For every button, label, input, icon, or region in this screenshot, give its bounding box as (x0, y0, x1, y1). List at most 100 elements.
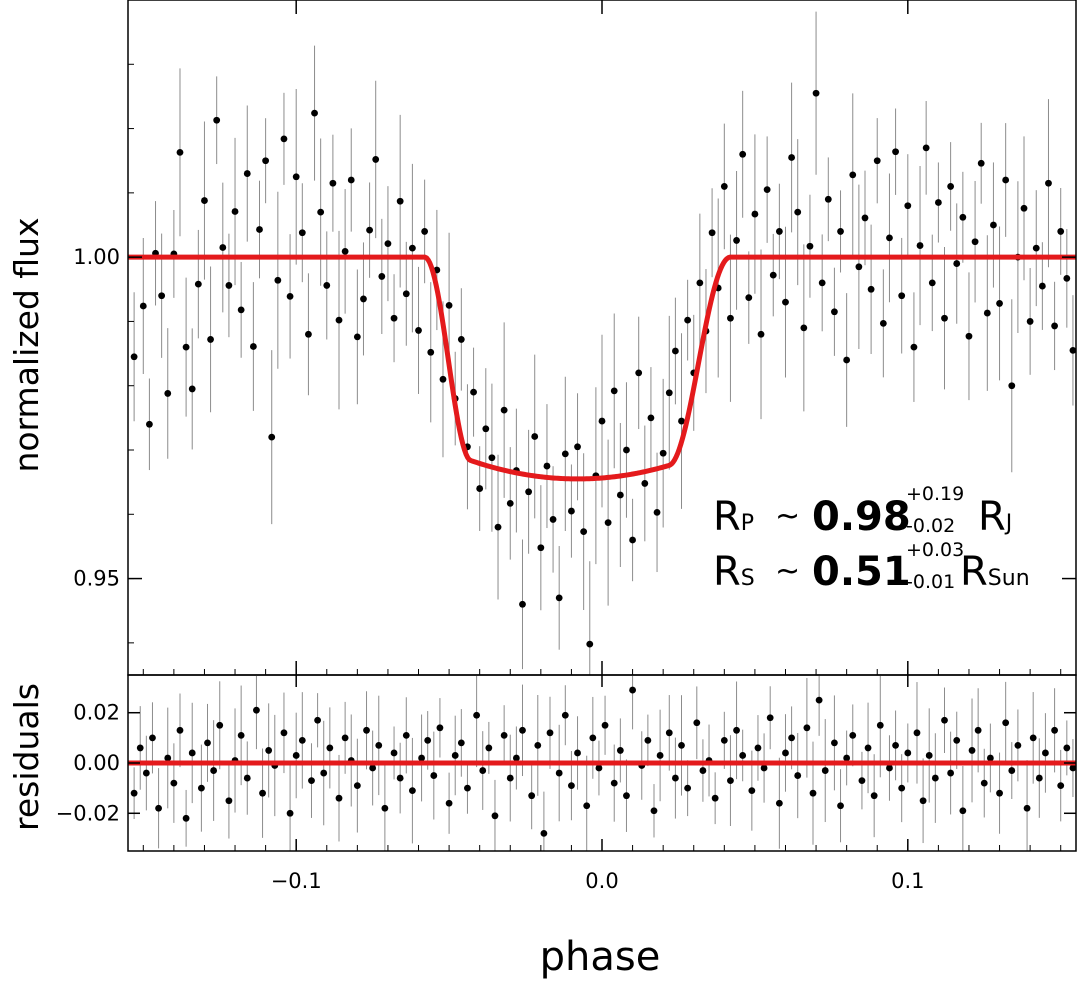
main-data-point (488, 454, 496, 462)
main-y-tick-label: 0.95 (73, 567, 120, 591)
residual-data-point (782, 749, 789, 757)
main-data-point (696, 279, 704, 287)
main-data-point (243, 170, 251, 177)
main-data-point (378, 273, 386, 280)
residual-data-point (595, 764, 603, 772)
main-data-point (347, 176, 355, 184)
star-radius-annotation: RS ~ 0.51 +0.03 -0.01 RSun (713, 539, 1030, 595)
y-axis-label-flux: normalized flux (7, 217, 46, 472)
residual-data-point (601, 721, 609, 729)
main-data-point (965, 332, 973, 340)
residual-data-point (678, 742, 685, 749)
planet-radius-annotation: RP ~ 0.98 +0.19 -0.02 RJ (713, 483, 1012, 540)
main-data-point (1057, 228, 1065, 235)
residual-data-point (1008, 767, 1016, 774)
main-data-point (763, 186, 771, 194)
main-data-point (665, 389, 673, 397)
residual-data-point (815, 696, 823, 704)
residual-data-point (464, 784, 471, 792)
residual-data-point (216, 721, 224, 729)
residual-data-point (528, 792, 536, 800)
main-data-point (953, 260, 961, 267)
main-data-point (360, 295, 367, 303)
residual-data-point (754, 744, 762, 752)
main-data-point (879, 319, 887, 327)
main-data-point (1008, 382, 1016, 390)
rp-approx: ~ (775, 499, 800, 534)
main-data-point (941, 314, 948, 322)
residual-data-point (1023, 804, 1031, 812)
rp-sub: P (741, 511, 754, 536)
main-data-point (543, 462, 551, 470)
residual-y-tick-labels: −0.02 0.00 0.02 (56, 701, 120, 826)
main-data-point (561, 450, 569, 458)
main-data-point (519, 600, 526, 608)
main-data-point (837, 228, 844, 235)
main-data-point (445, 301, 453, 309)
residual-data-point (473, 711, 481, 719)
residual-data-point (727, 777, 734, 784)
residual-data-point (540, 830, 548, 837)
main-data-point (745, 294, 753, 302)
residual-data-point (711, 794, 719, 802)
main-data-point (739, 150, 747, 158)
residual-data-point (149, 734, 156, 742)
residual-data-point (644, 736, 652, 744)
residual-data-point (739, 752, 747, 759)
residual-data-point (436, 724, 444, 732)
residual-data-point (1035, 774, 1043, 782)
main-data-point (568, 507, 575, 515)
residual-data-point (363, 726, 370, 734)
residual-data-point (506, 774, 514, 782)
main-data-point (757, 330, 765, 338)
residual-data-point (500, 731, 508, 739)
residual-data-point (574, 749, 581, 757)
svg-text:RS: RS (713, 549, 755, 595)
residual-data-point (925, 752, 933, 759)
main-data-point (818, 279, 826, 287)
rs-minus-error: -0.01 (906, 571, 955, 593)
residual-data-point (693, 719, 701, 727)
residual-data-point (760, 764, 768, 772)
main-data-point (604, 519, 612, 527)
main-data-point (207, 336, 214, 343)
residual-data-point (396, 774, 404, 782)
rp-unit: R (978, 494, 1006, 540)
x-tick-label: 0.1 (891, 869, 924, 893)
residual-data-point (253, 706, 260, 714)
main-data-point (470, 388, 477, 396)
residual-data-point (308, 777, 315, 784)
main-data-point (390, 314, 398, 322)
transit-model-curve (127, 254, 1077, 482)
residual-data-point (1057, 782, 1065, 790)
main-ticks (128, 0, 1076, 675)
residual-data-point (546, 729, 554, 737)
main-data-point (439, 375, 447, 383)
main-data-point (928, 279, 936, 287)
residual-data-point (1051, 726, 1058, 734)
residual-data-point (656, 752, 664, 759)
main-data-point (237, 306, 245, 314)
main-panel: 0.95 1.00 (73, 0, 1077, 676)
main-data-point (476, 485, 484, 492)
residual-data-point (913, 729, 921, 737)
main-data-point (323, 282, 331, 289)
residual-data-point (886, 764, 893, 772)
residual-data-point (445, 799, 453, 807)
main-data-point (751, 210, 759, 218)
residual-data-point (864, 744, 872, 752)
main-data-point (139, 302, 147, 310)
main-data-point (812, 89, 820, 97)
residual-data-point (136, 744, 144, 752)
residual-data-point (1042, 749, 1049, 757)
rs-value: 0.51 (812, 549, 911, 595)
main-data-point (1020, 204, 1028, 212)
main-data-point (494, 523, 502, 531)
residual-data-point (898, 784, 906, 792)
main-data-point (225, 282, 233, 289)
main-data-point (249, 343, 257, 350)
rs-unit-sub: Sun (988, 566, 1030, 591)
residual-data-point (298, 736, 306, 744)
res-y-tick-label: −0.02 (56, 801, 120, 825)
